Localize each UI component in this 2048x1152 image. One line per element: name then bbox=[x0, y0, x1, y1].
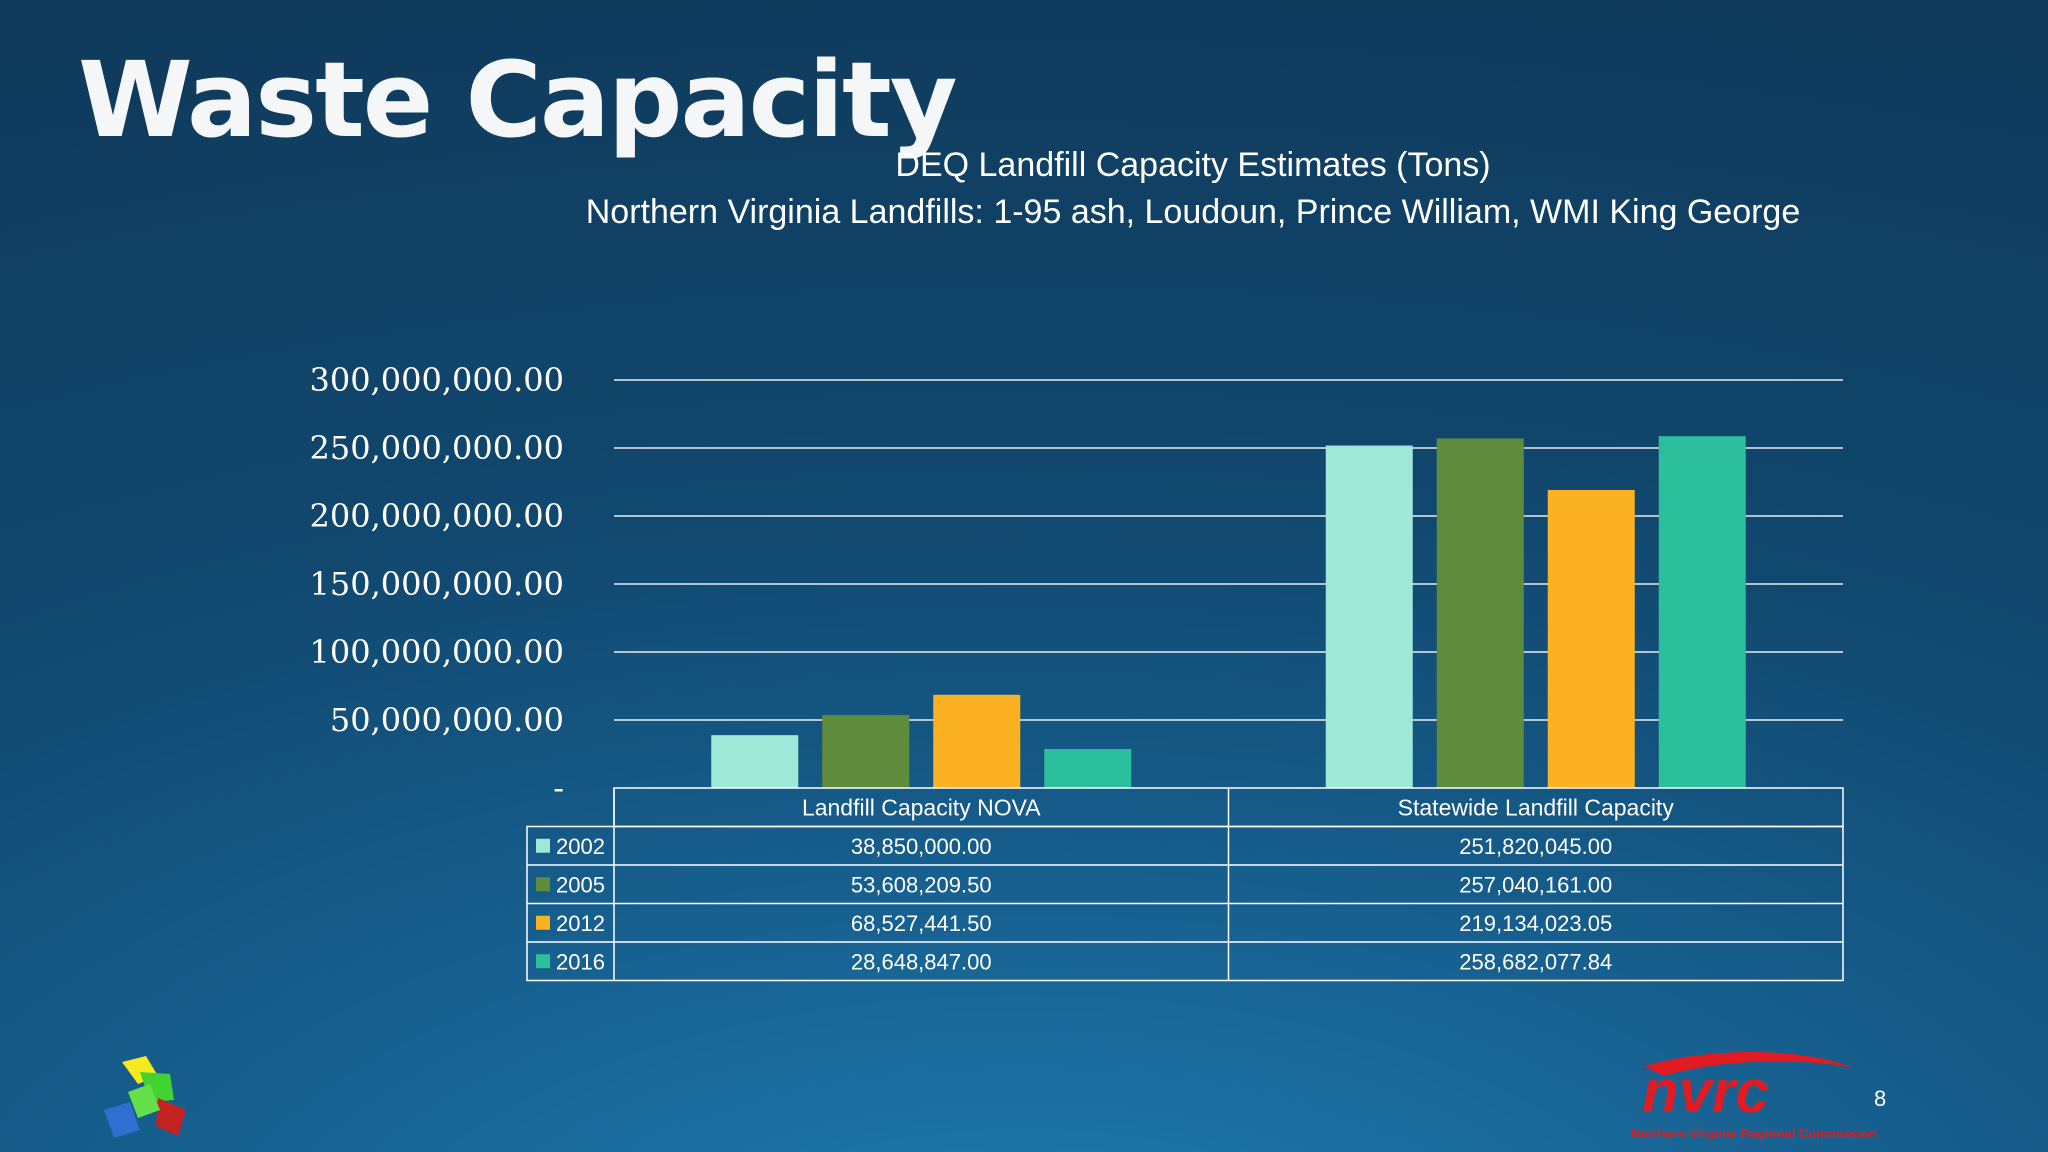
recycle-logo-icon bbox=[104, 1056, 186, 1138]
table-header-nova: Landfill Capacity NOVA bbox=[802, 794, 1041, 820]
bar-2016-statewide bbox=[1658, 436, 1746, 788]
slide-number: 8 bbox=[1874, 1086, 1887, 1111]
chart-title: DEQ Landfill Capacity Estimates (Tons) bbox=[895, 146, 1490, 184]
table-cell: 257,040,161.00 bbox=[1459, 872, 1612, 897]
legend-swatch-2005 bbox=[536, 877, 550, 892]
slide-title: Waste Capacity bbox=[78, 39, 957, 161]
y-axis-ticks: - 50,000,000.00 100,000,000.00 150,000,000.… bbox=[310, 361, 564, 807]
table-cell: 38,850,000.00 bbox=[851, 834, 992, 859]
table-cell: 28,648,847.00 bbox=[851, 949, 992, 974]
table-header-statewide: Statewide Landfill Capacity bbox=[1398, 794, 1675, 820]
y-tick-label: 250,000,000.00 bbox=[310, 429, 564, 467]
legend-swatch-2002 bbox=[536, 838, 550, 853]
legend-swatch-2012 bbox=[536, 915, 550, 930]
bars bbox=[711, 436, 1746, 788]
chart-subtitle: Northern Virginia Landfills: 1-95 ash, L… bbox=[586, 193, 1801, 231]
bar-2005-nova bbox=[822, 715, 910, 788]
legend-swatch-2016 bbox=[536, 954, 550, 969]
nvrc-logo: nvrc Northern Virginia Regional Commissi… bbox=[1631, 1051, 1877, 1141]
gridlines bbox=[614, 379, 1843, 721]
y-tick-label: 50,000,000.00 bbox=[330, 701, 564, 739]
bar-2012-statewide bbox=[1547, 489, 1635, 788]
y-tick-label: - bbox=[553, 769, 564, 807]
legend-label-2016: 2016 bbox=[556, 949, 605, 974]
bar-2002-nova bbox=[711, 735, 799, 788]
table-cell: 53,608,209.50 bbox=[851, 872, 992, 897]
y-tick-label: 100,000,000.00 bbox=[310, 633, 564, 671]
nvrc-logo-text: nvrc bbox=[1642, 1058, 1769, 1125]
table-cell: 219,134,023.05 bbox=[1459, 911, 1612, 936]
table-cell: 258,682,077.84 bbox=[1459, 949, 1612, 974]
bar-2012-nova bbox=[933, 694, 1021, 788]
bar-2002-statewide bbox=[1325, 445, 1413, 788]
nvrc-logo-subtext: Northern Virginia Regional Commission bbox=[1631, 1126, 1877, 1141]
table-cell: 68,527,441.50 bbox=[851, 911, 992, 936]
table-cell: 251,820,045.00 bbox=[1459, 834, 1612, 859]
bar-2005-statewide bbox=[1436, 438, 1524, 788]
y-tick-label: 200,000,000.00 bbox=[310, 497, 564, 535]
y-tick-label: 150,000,000.00 bbox=[310, 565, 564, 603]
legend-label-2005: 2005 bbox=[556, 872, 605, 897]
y-tick-label: 300,000,000.00 bbox=[310, 361, 564, 399]
data-table: Landfill Capacity NOVA Statewide Landfill… bbox=[526, 787, 1844, 982]
legend-label-2012: 2012 bbox=[556, 911, 605, 936]
legend-label-2002: 2002 bbox=[556, 834, 605, 859]
bar-2016-nova bbox=[1044, 749, 1132, 788]
